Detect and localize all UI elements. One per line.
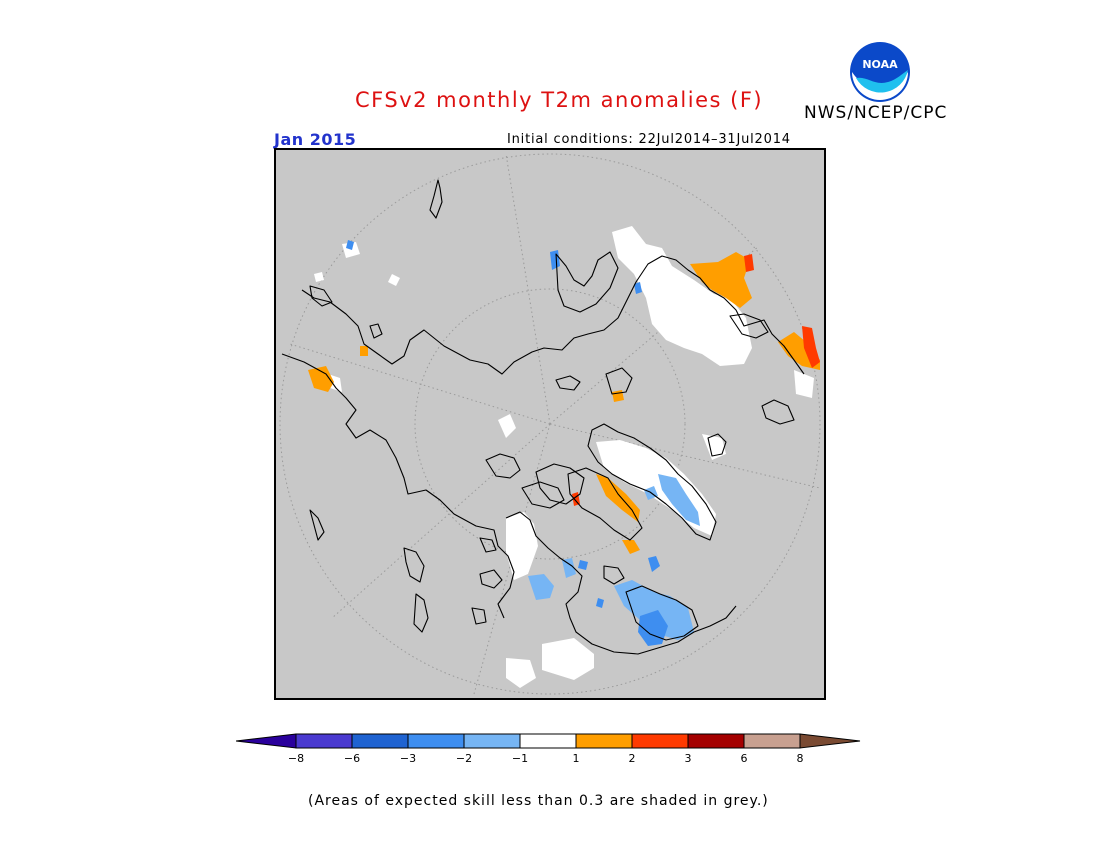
initial-conditions-range: 22Jul2014–31Jul2014 — [638, 132, 791, 147]
legend-swatch — [519, 733, 577, 749]
valid-month: Jan 2015 — [274, 130, 357, 149]
latitude-circle — [279, 153, 821, 695]
noaa-logo-icon: NOAA — [850, 42, 910, 102]
color-legend: −8 −6 −3 −2 −1 1 2 3 6 8 — [236, 733, 861, 765]
polar-map — [274, 148, 826, 700]
legend-tick-label: 6 — [741, 752, 748, 765]
legend-tick-label: −8 — [288, 752, 304, 765]
legend-tick-label: −3 — [400, 752, 416, 765]
chart-title: CFSv2 monthly T2m anomalies (F) — [355, 88, 764, 112]
coastlines — [281, 179, 805, 655]
anomaly-negative — [346, 240, 668, 646]
legend-swatch — [575, 733, 633, 749]
legend-swatch — [295, 733, 353, 749]
legend-tick-label: 8 — [797, 752, 804, 765]
legend-arrow-low — [236, 733, 297, 749]
logo-text: NOAA — [862, 58, 898, 71]
legend-tick-label: −6 — [344, 752, 360, 765]
legend-tick-label: 3 — [685, 752, 692, 765]
latitude-circle — [414, 288, 686, 560]
legend-tick-label: −2 — [456, 752, 472, 765]
legend-tick-label: 1 — [573, 752, 580, 765]
legend-swatch — [743, 733, 801, 749]
legend-swatch — [631, 733, 689, 749]
legend-tick-label: −1 — [512, 752, 528, 765]
legend-swatch — [687, 733, 745, 749]
legend-swatch — [463, 733, 521, 749]
skill-note: (Areas of expected skill less than 0.3 a… — [308, 793, 769, 809]
legend-arrow-high — [799, 733, 861, 749]
legend-swatch — [407, 733, 465, 749]
initial-conditions: Initial conditions: 22Jul2014–31Jul2014 — [507, 132, 791, 147]
map-frame — [274, 148, 826, 700]
anomaly-negative-light — [528, 474, 700, 640]
legend-tick-label: 2 — [629, 752, 636, 765]
initial-conditions-label: Initial conditions: — [507, 132, 634, 147]
legend-swatch — [351, 733, 409, 749]
agency-label: NWS/NCEP/CPC — [804, 103, 948, 123]
